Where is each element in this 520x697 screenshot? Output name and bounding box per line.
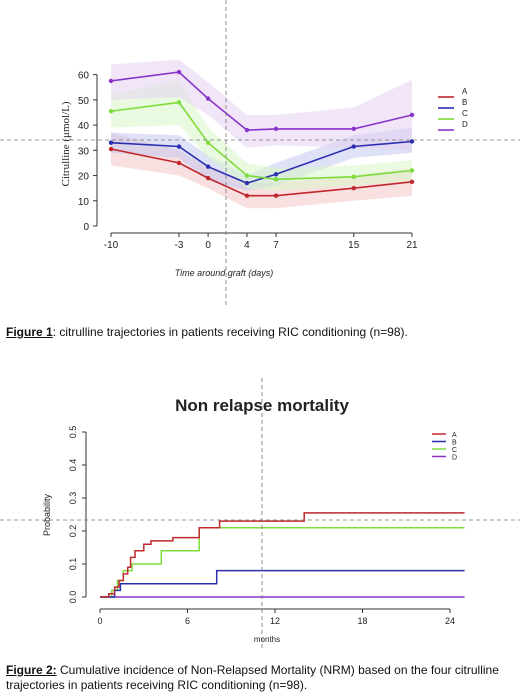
x-tick-label: 15 xyxy=(348,240,360,251)
data-point-C xyxy=(205,140,211,145)
x-tick-label: 0 xyxy=(97,616,102,626)
step-curve-B xyxy=(100,569,465,598)
data-point-B xyxy=(273,172,279,177)
figure-1-caption: Figure 1: citrulline trajectories in pat… xyxy=(6,325,516,340)
data-point-D xyxy=(273,126,279,132)
data-point-B xyxy=(176,144,182,149)
legend-label-A: A xyxy=(452,432,457,439)
ci-band-D xyxy=(111,59,412,151)
data-point-C xyxy=(108,109,114,114)
figure-2-label: Figure 2: xyxy=(6,663,57,677)
data-point-C xyxy=(351,174,356,179)
data-point-C xyxy=(409,168,415,173)
data-point-C xyxy=(273,177,279,182)
y-tick-label: 0 xyxy=(83,222,89,233)
x-tick-label: 12 xyxy=(270,616,280,626)
y-tick-label: 10 xyxy=(78,197,90,208)
y-tick-label: 60 xyxy=(78,71,90,82)
data-point-A xyxy=(108,146,114,152)
data-point-A xyxy=(176,160,182,166)
data-point-A xyxy=(409,179,415,185)
y-tick-label: 50 xyxy=(78,96,90,107)
step-curve-A xyxy=(100,512,465,598)
x-tick-label: 7 xyxy=(273,240,279,251)
data-point-B xyxy=(351,144,356,149)
data-point-A xyxy=(273,193,279,198)
x-tick-label: 18 xyxy=(357,616,367,626)
y-tick-label: 0.1 xyxy=(68,558,78,571)
x-tick-label: 0 xyxy=(205,240,211,251)
data-point-D xyxy=(205,96,211,101)
legend-label-D: D xyxy=(462,120,468,129)
y-tick-label: 0.3 xyxy=(68,492,78,505)
legend-label-B: B xyxy=(452,440,457,447)
y-tick-label: 20 xyxy=(78,172,90,183)
citrulline-trajectory-chart: 0 10 20 30 40 50 60 -10 -3 0 4 7 15 21 Time around gra… xyxy=(0,0,520,308)
ci-band-C xyxy=(111,79,412,191)
figure-1-label: Figure 1 xyxy=(6,325,53,339)
data-point-A xyxy=(205,175,211,181)
x-axis-label: Time around graft (days) xyxy=(175,268,273,278)
figure-2-text: Cumulative incidence of Non-Relapsed Mor… xyxy=(6,663,499,692)
y-tick-label: 30 xyxy=(78,146,90,157)
legend-label-A: A xyxy=(462,87,468,96)
x-tick-label: -10 xyxy=(104,240,119,251)
data-point-D xyxy=(351,126,356,132)
x-tick-label: 6 xyxy=(185,616,190,626)
data-point-D xyxy=(108,78,114,84)
legend-label-B: B xyxy=(462,98,467,107)
data-point-B xyxy=(205,164,211,169)
y-tick-label: 0.2 xyxy=(68,525,78,538)
figure-1-text: : citrulline trajectories in patients re… xyxy=(52,325,408,339)
y-axis-label: Probability xyxy=(42,493,52,536)
y-tick-label: 0.5 xyxy=(68,426,78,439)
y-tick-label: 0.4 xyxy=(68,459,78,472)
figure-2-caption: Figure 2: Cumulative incidence of Non-Re… xyxy=(6,663,516,693)
x-tick-label: 24 xyxy=(445,616,455,626)
data-point-B xyxy=(244,180,250,186)
data-point-B xyxy=(108,140,114,145)
legend-label-D: D xyxy=(452,455,457,462)
y-axis-label: Citrulline (μmol/L) xyxy=(60,101,72,186)
data-point-A xyxy=(351,185,356,191)
chart-title: Non relapse mortality xyxy=(175,396,349,415)
data-point-C xyxy=(244,173,250,178)
x-tick-label: 21 xyxy=(406,240,418,251)
x-tick-label: -3 xyxy=(175,240,184,251)
legend-label-C: C xyxy=(462,109,468,118)
data-point-D xyxy=(176,69,182,75)
nrm-cumulative-incidence-chart: Non relapse mortality 0.0 0.1 0.2 0.3 0.4 0.5 0… xyxy=(0,378,520,648)
data-point-D xyxy=(244,127,250,133)
legend-label-C: C xyxy=(452,447,457,454)
data-point-D xyxy=(409,112,415,118)
y-tick-label: 40 xyxy=(78,121,90,132)
data-point-C xyxy=(176,100,182,105)
y-tick-label: 0.0 xyxy=(68,591,78,604)
x-axis-label: months xyxy=(254,635,280,644)
step-curve-C xyxy=(100,526,465,598)
data-point-A xyxy=(244,193,250,198)
x-tick-label: 4 xyxy=(244,240,250,251)
